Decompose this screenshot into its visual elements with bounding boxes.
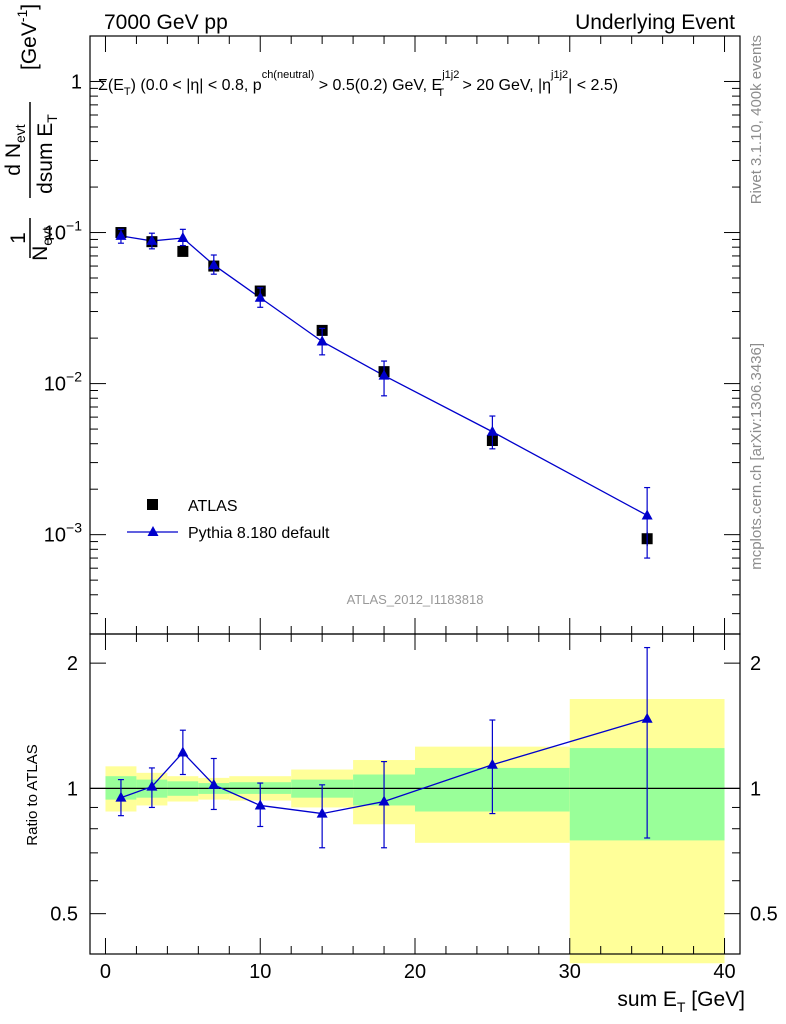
side-label-bottom: mcplots.cern.ch [arXiv:1306.3436] [748,343,765,570]
ratio-pythia-point [208,778,220,789]
pythia-point [254,291,266,302]
side-label-top: Rivet 3.1.10, 400k events [748,35,765,204]
ratio-xtick-label: 10 [249,961,271,983]
main-frame [89,35,741,635]
main-series-layer [115,227,653,559]
ratio-pythia-point [316,807,328,818]
ratio-ytick-label-right: 2 [750,653,761,675]
ratio-xtick-label: 40 [713,961,735,983]
pythia-point [208,258,220,269]
main-ytick-label: 10−1 [44,218,82,245]
pythia-point [641,509,653,520]
pythia-point [146,234,158,245]
pythia-point [378,369,390,380]
pythia-point [115,229,127,240]
main-ylabel: 1 Nevt d Nevt dsum ET [GeV-1] [2,4,60,261]
ratio-ytick-label-right: 1 [750,778,761,800]
ratio-xtick-label: 20 [404,961,426,983]
ratio-xtick-label: 0 [100,961,111,983]
legend-label-pythia: Pythia 8.180 default [188,525,330,542]
atlas-point [177,245,189,257]
x-axis-label: sum ET [GeV] [617,988,745,1015]
ratio-ytick-label-left: 1 [67,778,78,800]
ratio-pythia-point [177,746,189,757]
ratio-pythia-point [378,795,390,806]
pythia-point [316,335,328,346]
ratio-pythia-point [254,799,266,810]
ratio-pythia-point [486,758,498,769]
pythia-point [486,425,498,436]
main-ytick-label: 1 [71,71,82,93]
main-title: Σ(ET) (0.0 < |η| < 0.8, pch(neutral) > 0… [98,69,618,99]
ratio-ylabel: Ratio to ATLAS [24,744,41,845]
ratio-series-layer [115,646,653,849]
ratio-ytick-label-left: 2 [67,653,78,675]
main-ytick-label: 10−3 [44,520,82,547]
pythia-point [177,232,189,243]
svg-text:d Nevt: d Nevt [2,124,28,175]
ratio-pythia-point [115,791,127,802]
main-ytick-label: 10−2 [44,369,82,396]
legend-marker-pythia [147,526,159,536]
ratio-ytick-label-left: 0.5 [50,904,78,926]
ratio-panel: 0.5 0.51 12 20 10 20 30 40 [50,633,778,983]
ratio-pythia-point [641,712,653,723]
watermark: ATLAS_2012_I1183818 [347,592,484,607]
svg-text:[GeV-1]: [GeV-1] [14,4,41,70]
svg-text:dsum ET: dsum ET [34,114,60,194]
legend-label-atlas: ATLAS [188,498,238,515]
main-panel: 1 10−1 10−2 10−3 [44,35,741,635]
svg-text:1: 1 [7,232,30,244]
ratio-pythia-point [146,780,158,791]
legend: ATLAS Pythia 8.180 default [127,498,330,542]
svg-text:Nevt: Nevt [29,227,55,261]
ratio-xtick-label: 30 [559,961,581,983]
ratio-ytick-label-right: 0.5 [750,904,778,926]
legend-marker-atlas [147,499,158,510]
ratio-bands [105,699,725,964]
header-left: 7000 GeV pp [104,11,228,34]
header-right: Underlying Event [575,11,735,34]
